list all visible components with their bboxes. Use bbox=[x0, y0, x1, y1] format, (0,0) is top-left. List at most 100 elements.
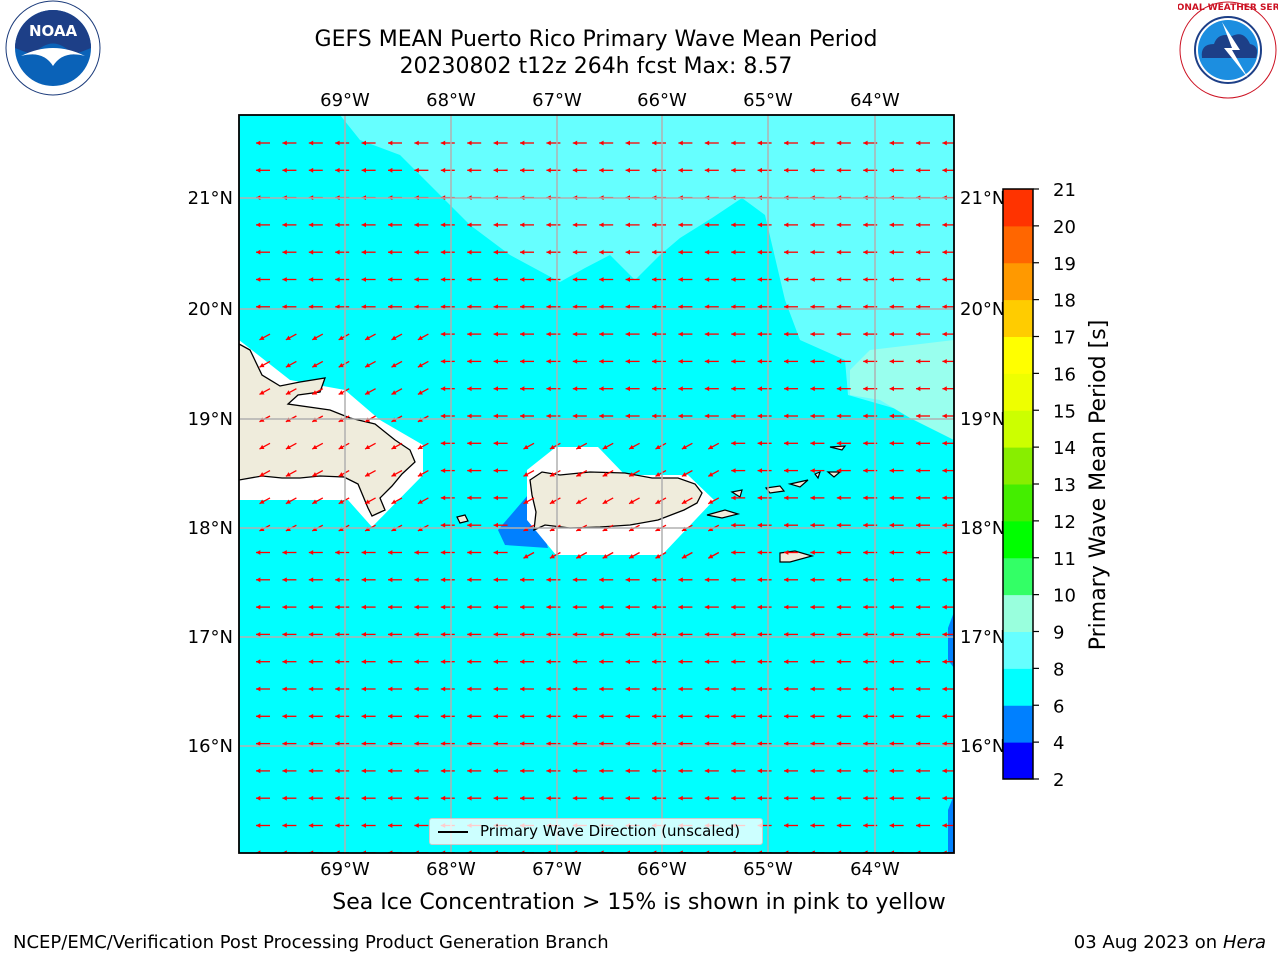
wave-arrow-head bbox=[546, 277, 551, 282]
wave-arrow-head bbox=[467, 331, 472, 337]
wave-arrow-head bbox=[440, 495, 446, 501]
wave-arrow-head bbox=[285, 362, 291, 368]
wave-arrow-head bbox=[916, 440, 921, 446]
wave-arrow-head bbox=[731, 413, 736, 419]
wave-arrow-head bbox=[625, 632, 630, 637]
wave-arrow-head bbox=[493, 686, 498, 692]
land-anegada bbox=[829, 445, 847, 451]
wave-arrow-head bbox=[704, 331, 710, 337]
wave-arrow-head bbox=[784, 550, 789, 555]
wave-arrow-head bbox=[810, 632, 815, 637]
wave-arrow-head bbox=[810, 304, 815, 310]
wave-arrow-head bbox=[942, 495, 947, 501]
wave-arrow-head bbox=[678, 359, 683, 364]
wave-arrow-head bbox=[599, 577, 604, 583]
wave-arrow-head bbox=[282, 140, 287, 146]
wave-arrow-head bbox=[652, 686, 657, 692]
wave-arrow-head bbox=[836, 304, 842, 310]
wave-arrow-head bbox=[625, 359, 630, 364]
wave-arrow-head bbox=[784, 795, 789, 801]
wave-arrow-head bbox=[282, 823, 287, 828]
wave-arrow-head bbox=[599, 768, 604, 774]
wave-arrow-head bbox=[916, 249, 921, 255]
wave-arrow-head bbox=[678, 277, 683, 282]
wave-arrow-head bbox=[308, 604, 314, 610]
wave-arrow-head bbox=[467, 167, 472, 173]
wave-arrow-head bbox=[599, 304, 604, 310]
wave-arrow-head bbox=[757, 440, 762, 446]
wave-arrow-head bbox=[282, 167, 287, 173]
wave-arrow-head bbox=[546, 577, 551, 583]
wave-arrow-head bbox=[335, 577, 340, 583]
wave-arrow-head bbox=[467, 222, 472, 228]
wave-arrow-head bbox=[259, 444, 265, 450]
colorbar-segment bbox=[1003, 189, 1033, 227]
wave-arrow-head bbox=[285, 526, 291, 531]
wave-arrow-head bbox=[440, 277, 446, 282]
wave-arrow-head bbox=[652, 331, 657, 337]
wave-arrow-head bbox=[916, 495, 921, 501]
wave-arrow-head bbox=[889, 550, 894, 555]
wave-arrow-head bbox=[282, 741, 287, 746]
wave-arrow-head bbox=[256, 550, 261, 555]
wave-arrow-head bbox=[361, 277, 366, 282]
wave-arrow-head bbox=[520, 713, 525, 719]
wave-arrow-head bbox=[467, 440, 472, 446]
wave-arrow-head bbox=[916, 468, 921, 473]
wave-arrow-head bbox=[467, 304, 472, 310]
wave-arrow-head bbox=[338, 499, 344, 504]
wave-arrow-head bbox=[599, 686, 604, 692]
wave-arrow-head bbox=[546, 249, 551, 255]
wave-arrow-head bbox=[599, 632, 604, 637]
wave-arrow-head bbox=[731, 359, 736, 364]
wave-arrow-head bbox=[335, 632, 340, 637]
wave-arrow-head bbox=[889, 604, 894, 610]
wave-arrow-head bbox=[889, 522, 894, 528]
wave-arrow-head bbox=[784, 222, 789, 228]
ocean-9-10-region bbox=[850, 340, 954, 440]
wave-arrow-head bbox=[599, 277, 604, 282]
wave-arrow-head bbox=[652, 304, 657, 310]
wave-arrow-head bbox=[467, 795, 472, 801]
wave-arrow-head bbox=[704, 604, 710, 610]
wave-arrow-head bbox=[863, 495, 868, 501]
wave-arrow-head bbox=[889, 140, 894, 146]
wave-arrow-head bbox=[493, 167, 498, 173]
wave-arrow-head bbox=[863, 522, 868, 528]
colorbar-tick-label: 12 bbox=[1053, 512, 1076, 533]
wave-arrow-head bbox=[757, 768, 762, 774]
wave-arrow-head bbox=[731, 713, 736, 719]
wave-arrow-head bbox=[731, 522, 736, 528]
wave-arrow-head bbox=[678, 659, 683, 665]
wave-arrow-head bbox=[308, 823, 314, 828]
wave-arrow-head bbox=[889, 686, 894, 692]
lon-label: 66°W bbox=[637, 859, 687, 880]
wave-arrow-head bbox=[678, 304, 683, 310]
wave-arrow-head bbox=[731, 577, 736, 583]
wave-arrow-head bbox=[678, 167, 683, 173]
wave-arrow-head bbox=[282, 659, 287, 665]
lat-label: 16°N bbox=[960, 736, 1005, 757]
colorbar-segment bbox=[1003, 594, 1033, 632]
wave-arrow-head bbox=[282, 577, 287, 583]
wave-arrow-head bbox=[493, 604, 498, 610]
wave-arrow-head bbox=[889, 304, 894, 310]
wave-arrow-head bbox=[863, 440, 868, 446]
wave-arrow-head bbox=[916, 550, 921, 555]
wave-arrow-head bbox=[916, 522, 921, 528]
wave-arrow-head bbox=[546, 795, 551, 801]
wave-arrow-head bbox=[652, 768, 657, 774]
colorbar-tick-label: 13 bbox=[1053, 475, 1076, 496]
wave-arrow-head bbox=[757, 277, 762, 282]
wave-arrow-head bbox=[625, 304, 630, 310]
wave-arrow-head bbox=[863, 659, 868, 665]
wave-arrow-head bbox=[810, 468, 815, 473]
wave-arrow-head bbox=[282, 795, 287, 801]
wave-arrow-head bbox=[704, 659, 710, 665]
wave-arrow-head bbox=[757, 386, 762, 392]
wave-arrow-head bbox=[655, 472, 661, 477]
wave-arrow-head bbox=[810, 795, 815, 801]
wave-arrow-head bbox=[282, 713, 287, 719]
colorbar-segment bbox=[1003, 373, 1033, 411]
wave-arrow-head bbox=[757, 686, 762, 692]
